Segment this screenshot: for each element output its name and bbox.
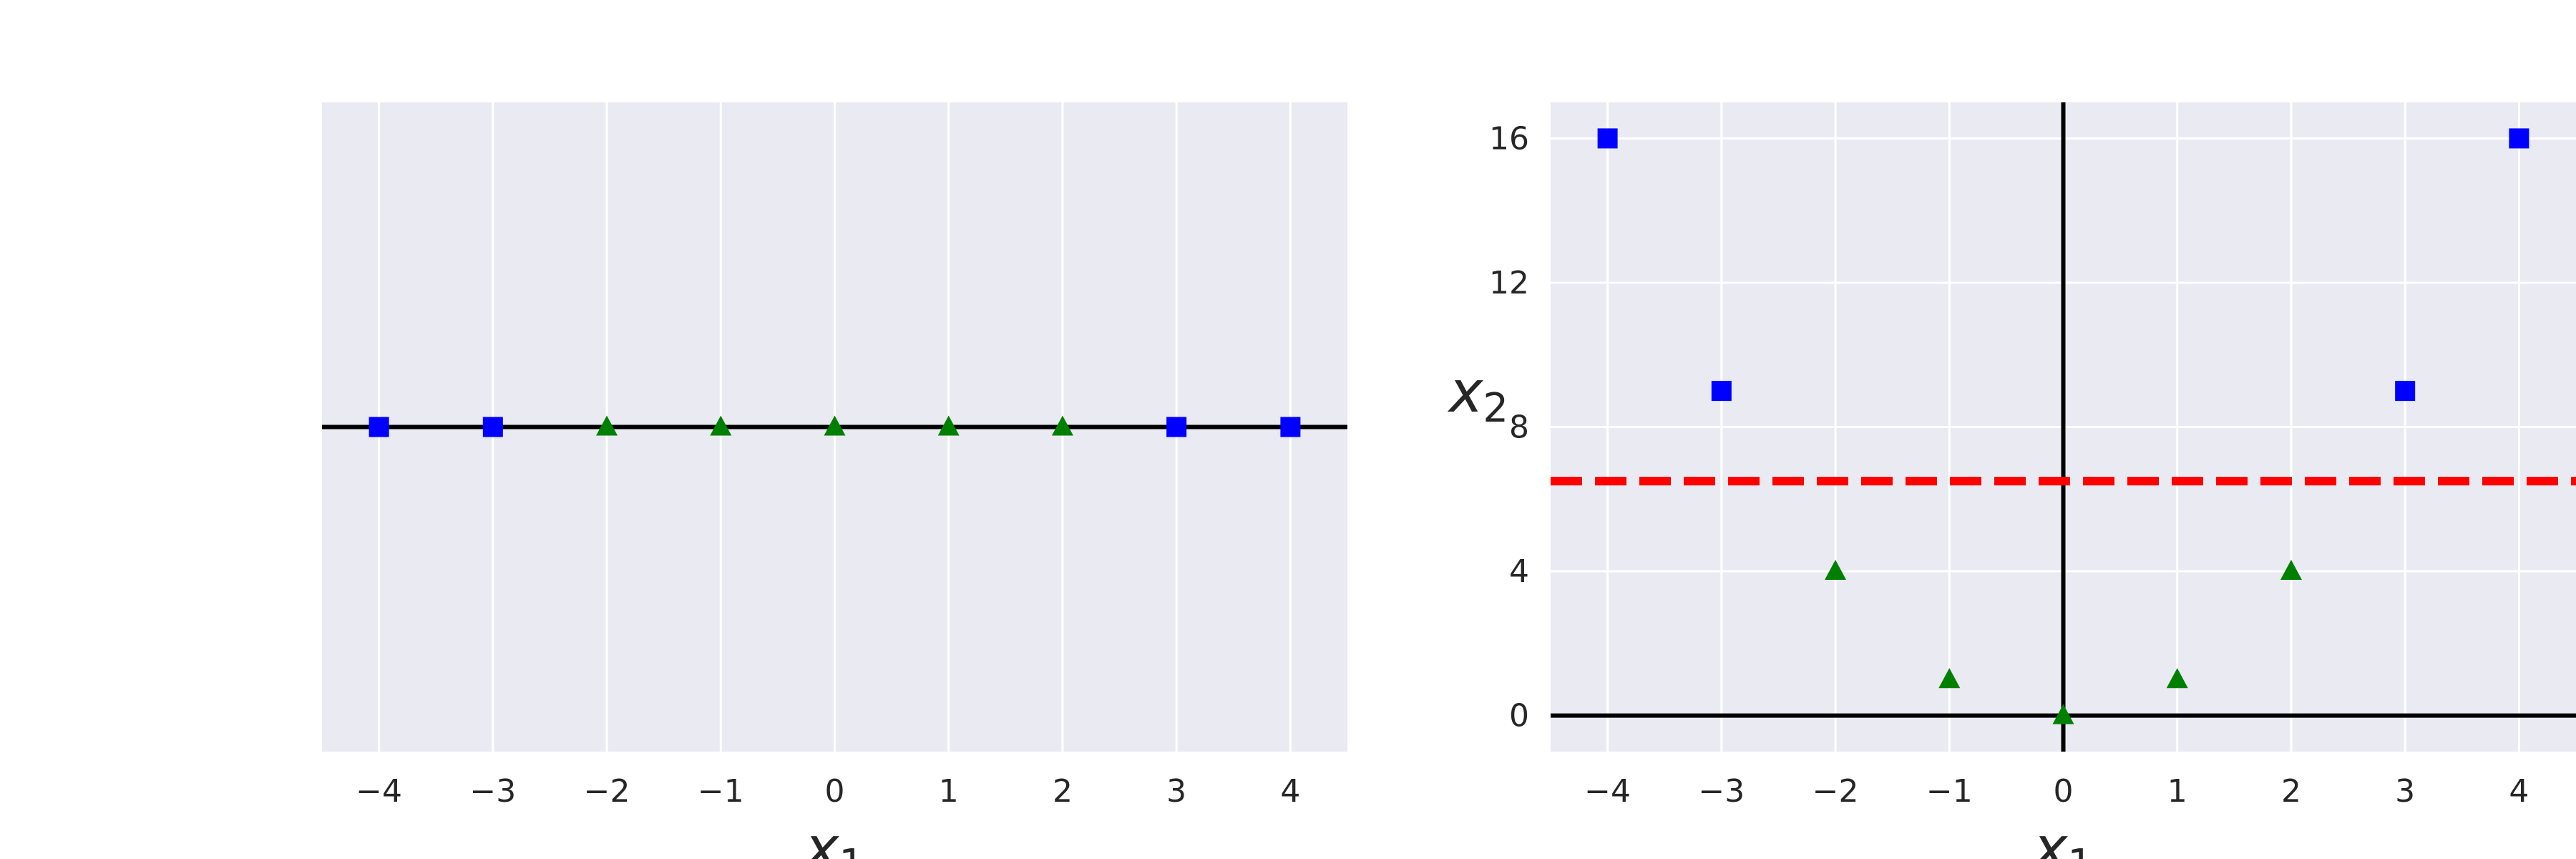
chart2-x-tick-label: 1 [2167,773,2187,810]
chart1-square-point [482,417,503,437]
chart1-triangle-point [596,415,618,436]
chart2-x-tick-label: −3 [1698,773,1745,810]
chart2-y-tick-label: 0 [1509,698,1529,734]
chart2-y-tick-label: 16 [1489,120,1529,157]
chart1-x-tick-label: 2 [1053,773,1073,810]
chart2-x-tick-label: 0 [2054,773,2074,810]
chart2-square-point [2395,381,2416,402]
chart1-triangle-point [1051,415,1073,436]
chart2-square-point [1597,128,1618,149]
chart1-square-point [1166,417,1187,437]
chart1-triangle-point [710,415,732,436]
chart2-square-point [2509,128,2529,149]
chart2-x-tick-label: −2 [1813,773,1859,810]
chart2-y-tick-label: 4 [1509,553,1529,590]
right-chart: −4−3−2−1012340481216x1x2 [1447,102,2576,859]
chart1-x-tick-label: −2 [584,773,630,810]
chart2-triangle-point [1938,668,1961,689]
chart1-triangle-point [824,415,846,436]
chart2-y-tick-label: 12 [1489,265,1529,301]
chart1-square-point [369,417,389,437]
left-chart: −4 −3 −2 −1 0 1 2 3 4 x1 [322,102,1347,859]
chart2-triangle-point [2166,668,2188,689]
chart1-x-tick-label: −4 [356,773,402,810]
chart1-triangle-point [937,415,960,436]
chart2-square-point [1711,381,1732,402]
chart1-x-tick-label: 3 [1166,773,1186,810]
chart2-triangle-point [2280,560,2302,581]
chart1-x-tick-label: −1 [698,773,744,810]
chart2-triangle-point [2052,704,2074,724]
chart1-square-point [1280,417,1301,437]
chart2-x-tick-label: −4 [1584,773,1631,810]
chart1-x-tick-label: −3 [469,773,516,810]
chart1-x-axis-label: x1 [803,815,864,859]
chart2-x-tick-label: −1 [1926,773,1973,810]
chart2-x-tick-label: 4 [2509,773,2529,810]
chart1-x-tick-label: 4 [1280,773,1300,810]
chart2-triangle-point [1825,560,1847,581]
chart2-x-tick-label: 3 [2395,773,2415,810]
chart1-x-tick-label: 0 [825,773,845,810]
chart2-y-axis-label: x2 [1447,359,1508,432]
chart2-y-tick-label: 8 [1509,409,1529,446]
chart2-x-tick-label: 2 [2281,773,2301,810]
chart2-x-axis-label: x1 [2031,815,2093,859]
chart1-x-tick-label: 1 [939,773,959,810]
